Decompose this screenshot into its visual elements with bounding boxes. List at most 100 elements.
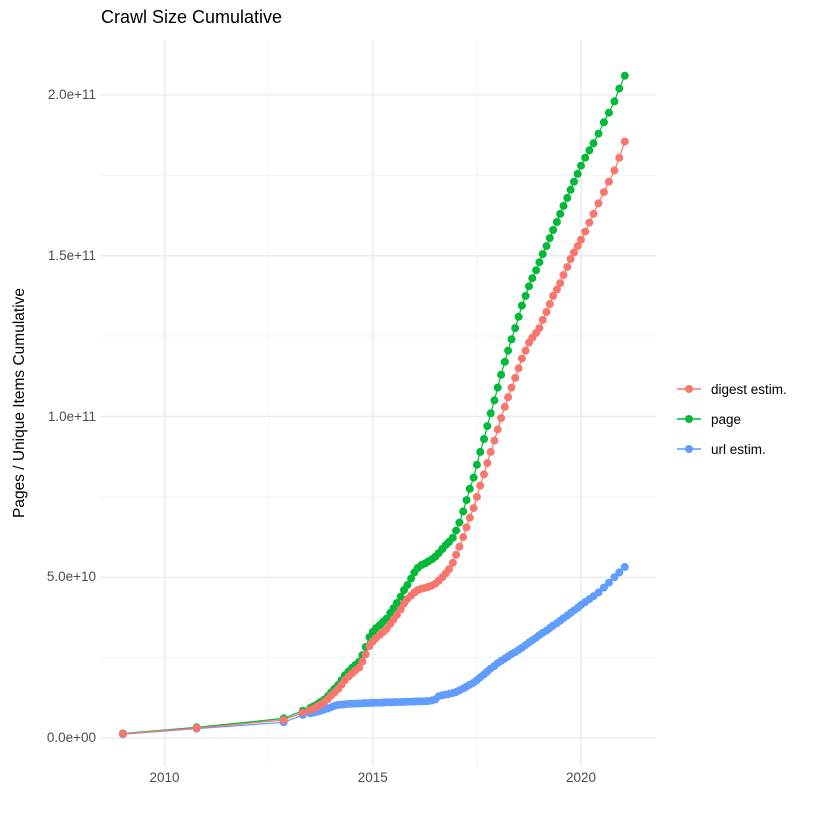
data-point-digest-estim	[396, 605, 405, 614]
data-point-digest-estim	[545, 300, 554, 308]
data-point-page	[493, 383, 502, 392]
data-point-digest-estim	[570, 248, 578, 257]
data-point-digest-estim	[549, 291, 558, 300]
data-point-page	[392, 599, 401, 607]
y-tick-label: 0.0e+00	[46, 730, 96, 746]
data-point-page	[589, 139, 598, 148]
data-point-url-estim	[610, 573, 619, 582]
data-point-digest-estim	[298, 708, 307, 717]
legend-item-url-estim: url estim.	[676, 438, 787, 460]
legend-label: url estim.	[711, 441, 766, 457]
y-tick-label: 1.5e+11	[47, 247, 96, 263]
data-point-digest-estim	[459, 533, 468, 542]
data-point-url-estim	[594, 588, 603, 597]
chart-title: Crawl Size Cumulative	[101, 7, 283, 27]
data-point-page	[472, 460, 481, 469]
data-point-page	[504, 346, 513, 355]
data-point-page	[497, 370, 506, 379]
data-point-page	[556, 209, 565, 218]
data-point-digest-estim	[559, 271, 568, 279]
data-point-digest-estim	[476, 481, 485, 490]
data-point-page	[469, 473, 478, 482]
legend-item-digest-estim: digest estim.	[676, 378, 787, 400]
legend-key-icon-url-estim	[677, 445, 701, 453]
data-point-digest-estim	[500, 402, 509, 411]
data-point-digest-estim	[538, 316, 547, 324]
data-point-digest-estim	[279, 716, 288, 724]
data-point-digest-estim	[472, 492, 481, 501]
data-point-digest-estim	[589, 209, 598, 218]
data-point-page	[610, 97, 619, 106]
data-point-page	[604, 108, 613, 117]
data-point-digest-estim	[599, 188, 608, 197]
y-tick-label: 5.0e+10	[46, 569, 96, 585]
data-point-digest-estim	[504, 393, 513, 402]
data-point-page	[545, 234, 554, 243]
data-point-page	[585, 146, 594, 155]
data-point-digest-estim	[610, 166, 619, 175]
data-point-digest-estim	[511, 373, 520, 382]
data-point-digest-estim	[497, 414, 506, 423]
data-point-digest-estim	[563, 263, 572, 271]
data-point-page	[563, 193, 572, 202]
data-point-digest-estim	[486, 447, 495, 456]
data-point-page	[480, 435, 488, 443]
data-point-url-estim	[620, 563, 629, 571]
data-point-page	[552, 218, 561, 226]
data-point-page	[577, 161, 585, 170]
data-point-page	[532, 266, 541, 275]
legend: digest estim. page url estim.	[676, 378, 787, 460]
data-point-page	[521, 291, 530, 300]
data-point-digest-estim	[615, 153, 624, 162]
data-point-page	[403, 581, 412, 589]
data-point-digest-estim	[455, 542, 464, 551]
data-point-digest-estim	[517, 354, 526, 363]
data-point-digest-estim	[192, 724, 201, 733]
data-point-page	[507, 335, 516, 344]
data-point-digest-estim	[573, 242, 582, 251]
y-tick-label: 1.0e+11	[47, 408, 96, 424]
data-point-page	[599, 118, 608, 127]
data-point-digest-estim	[521, 346, 530, 355]
data-point-page	[448, 533, 457, 542]
data-point-page	[486, 409, 495, 418]
data-point-page	[566, 185, 575, 194]
data-point-digest-estim	[507, 383, 516, 392]
data-point-page	[594, 129, 603, 138]
data-point-url-estim	[599, 583, 608, 592]
data-point-digest-estim	[552, 285, 561, 294]
data-point-page	[570, 177, 578, 186]
data-point-digest-estim	[358, 657, 367, 666]
data-point-page	[538, 250, 547, 259]
data-point-digest-estim	[493, 425, 502, 434]
data-point-page	[535, 258, 544, 267]
data-point-digest-estim	[462, 523, 471, 532]
data-point-url-estim	[604, 578, 613, 587]
data-point-page	[396, 592, 405, 601]
data-point-digest-estim	[585, 218, 594, 227]
data-point-page	[490, 396, 499, 405]
data-point-page	[407, 574, 416, 583]
data-point-digest-estim	[620, 137, 629, 146]
legend-key-point	[685, 445, 693, 453]
legend-key-point	[685, 415, 693, 423]
data-point-page	[620, 71, 629, 80]
x-tick-label: 2010	[149, 770, 180, 785]
data-point-page	[514, 312, 523, 321]
data-point-page	[559, 201, 568, 210]
data-point-digest-estim	[355, 663, 364, 672]
data-point-digest-estim	[445, 565, 453, 574]
data-point-page	[455, 518, 464, 527]
data-point-digest-estim	[566, 255, 575, 263]
data-point-page	[500, 357, 509, 366]
x-tick-label: 2020	[566, 770, 597, 785]
data-point-page	[476, 447, 485, 456]
data-point-digest-estim	[469, 504, 478, 513]
legend-label: digest estim.	[711, 381, 787, 397]
data-point-digest-estim	[448, 558, 457, 567]
data-point-digest-estim	[556, 279, 565, 288]
data-point-digest-estim	[465, 513, 474, 522]
data-point-page	[525, 282, 533, 291]
data-point-page	[549, 226, 558, 234]
data-point-page	[462, 496, 471, 505]
